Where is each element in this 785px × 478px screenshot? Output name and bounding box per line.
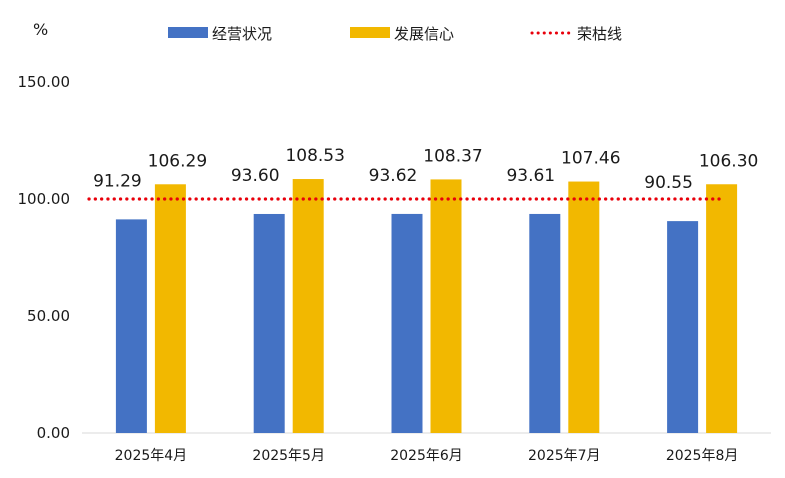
- y-tick-label: 100.00: [18, 190, 71, 208]
- bar-business: [529, 213, 561, 433]
- y-tick-label: 50.00: [27, 307, 70, 325]
- bar-confidence: [292, 179, 324, 433]
- bars-group: [115, 179, 738, 433]
- legend-label-business: 经营状况: [212, 25, 272, 43]
- x-tick-label: 2025年8月: [666, 448, 739, 464]
- legend: 经营状况 发展信心 荣枯线: [168, 25, 622, 43]
- legend-swatch-confidence: [350, 27, 390, 38]
- data-label-confidence: 108.37: [423, 146, 482, 166]
- bar-confidence: [154, 184, 186, 433]
- bar-business: [667, 221, 699, 433]
- data-label-business: 93.62: [369, 166, 418, 186]
- data-label-business: 90.55: [644, 173, 693, 193]
- legend-swatch-business: [168, 27, 208, 38]
- bar-business: [253, 213, 285, 433]
- y-tick-label: 150.00: [18, 73, 71, 91]
- data-label-business: 91.29: [93, 171, 142, 191]
- y-axis: 0.00 50.00 100.00 150.00: [18, 73, 71, 442]
- data-label-business: 93.61: [506, 166, 555, 186]
- bar-confidence: [568, 181, 600, 433]
- x-tick-label: 2025年5月: [252, 448, 325, 464]
- bar-business: [115, 219, 147, 433]
- x-axis-labels: 2025年4月 2025年5月 2025年6月 2025年7月 2025年8月: [115, 448, 739, 464]
- y-unit-label: %: [33, 20, 48, 39]
- x-tick-label: 2025年6月: [390, 448, 463, 464]
- x-tick-label: 2025年4月: [115, 448, 188, 464]
- data-label-business: 93.60: [231, 166, 280, 186]
- legend-label-confidence: 发展信心: [394, 25, 454, 43]
- bar-business: [391, 213, 423, 433]
- bar-confidence: [706, 184, 738, 433]
- data-label-confidence: 108.53: [285, 146, 344, 166]
- x-tick-label: 2025年7月: [528, 448, 601, 464]
- legend-label-boom-bust-line: 荣枯线: [577, 25, 622, 43]
- bar-confidence: [430, 179, 462, 433]
- data-label-confidence: 106.30: [699, 151, 758, 171]
- y-tick-label: 0.00: [37, 424, 70, 442]
- data-label-confidence: 106.29: [148, 151, 207, 171]
- data-label-confidence: 107.46: [561, 149, 620, 169]
